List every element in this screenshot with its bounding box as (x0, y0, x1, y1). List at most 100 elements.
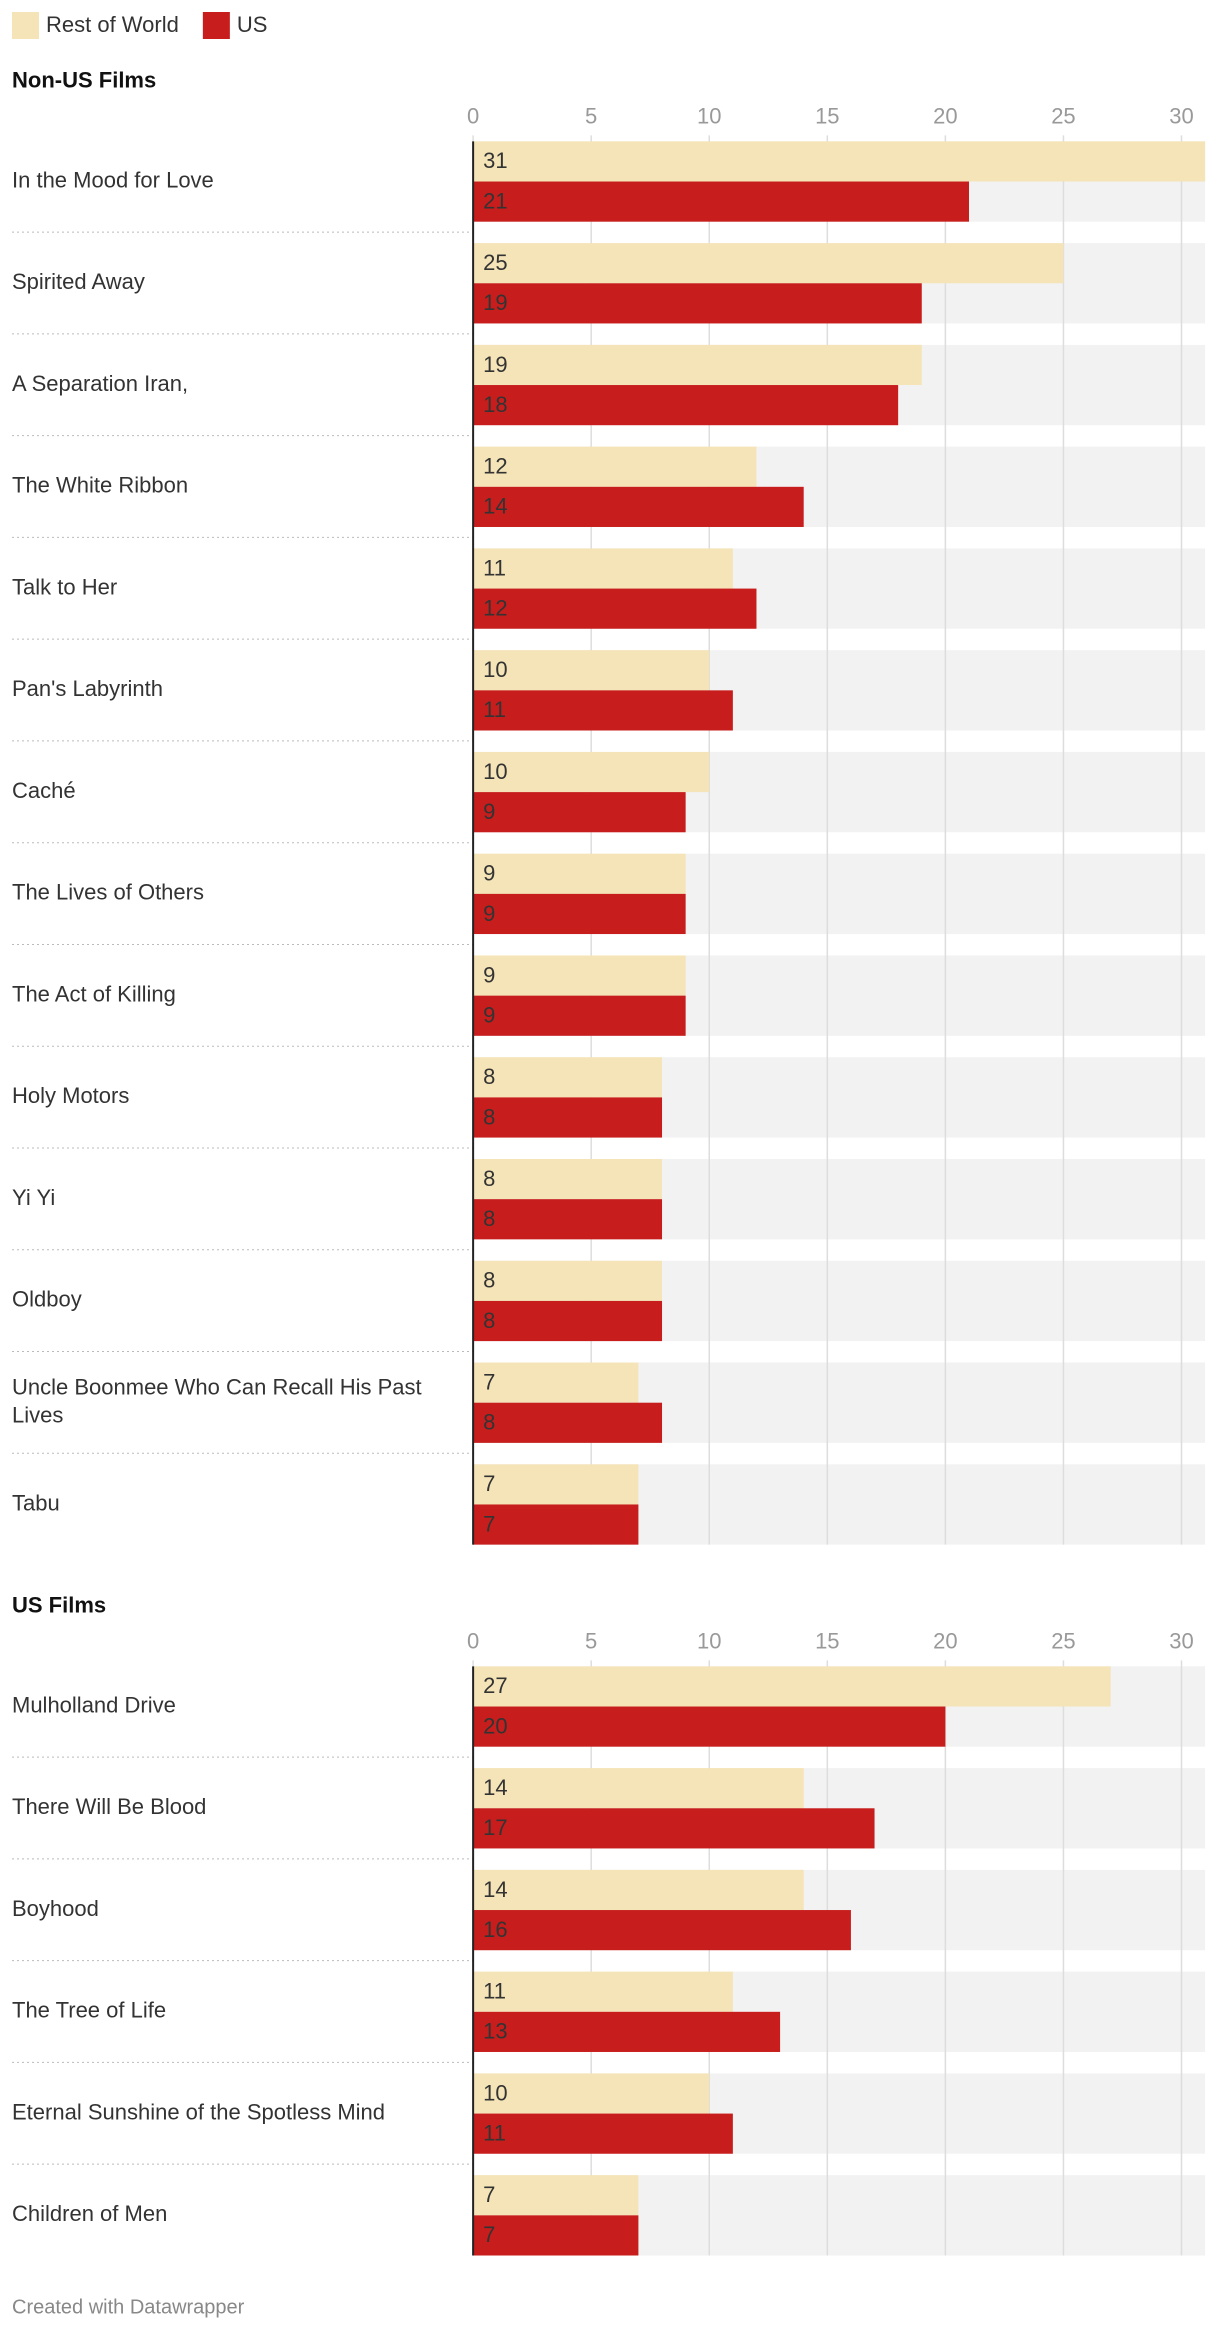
bar (473, 141, 1206, 182)
bar (473, 751, 710, 793)
bar (473, 1910, 851, 1951)
value-label: 9 (483, 962, 495, 987)
bar (473, 792, 686, 833)
legend-swatch (12, 12, 39, 39)
bar (473, 1260, 663, 1301)
bar (473, 1971, 733, 2012)
bar (473, 588, 757, 629)
category-label: Uncle Boonmee Who Can Recall His Past Liv… (12, 1375, 422, 1428)
category-label: Tabu (12, 1490, 60, 1515)
bar (473, 1300, 663, 1342)
panel-title: Non-US Films (12, 68, 156, 93)
category-label: Pan's Labyrinth (12, 676, 163, 701)
value-label: 27 (483, 1673, 507, 1698)
bar (473, 2073, 710, 2114)
category-label: Yi Yi (12, 1185, 55, 1210)
bar (473, 893, 686, 935)
bar (473, 2113, 733, 2154)
value-label: 8 (483, 1410, 495, 1435)
bar (473, 344, 922, 386)
category-label: The Act of Killing (12, 981, 176, 1006)
x-tick-label: 5 (585, 1628, 597, 1653)
category-label: The Lives of Others (12, 880, 204, 905)
category-label: Talk to Her (12, 574, 117, 599)
value-label: 8 (483, 1268, 495, 1293)
value-label: 8 (483, 1308, 495, 1333)
x-tick-label: 30 (1169, 1628, 1193, 1653)
panel-title: US Films (12, 1593, 106, 1618)
category-label: Spirited Away (12, 269, 145, 294)
footer: Created with Datawrapper (12, 2296, 245, 2318)
value-label: 10 (483, 2080, 507, 2105)
value-label: 7 (483, 2222, 495, 2247)
legend-swatch (202, 12, 230, 39)
value-label: 12 (483, 454, 507, 479)
bar (473, 1199, 663, 1240)
category-label: Caché (12, 778, 76, 803)
bar (473, 181, 969, 222)
value-label: 12 (483, 595, 507, 620)
value-label: 20 (483, 1713, 507, 1738)
x-tick-label: 0 (467, 1628, 479, 1653)
x-tick-label: 15 (815, 103, 839, 128)
category-label: Children of Men (12, 2201, 167, 2226)
x-tick-label: 15 (815, 1628, 839, 1653)
legend-label: Rest of World (46, 12, 179, 37)
value-label: 14 (483, 1775, 507, 1800)
bar (473, 1768, 804, 1809)
bar (473, 2215, 639, 2256)
value-label: 21 (483, 188, 507, 213)
bar (473, 650, 710, 691)
x-tick-label: 10 (697, 103, 721, 128)
category-label: Mulholland Drive (12, 1692, 176, 1717)
value-label: 19 (483, 352, 507, 377)
value-label: 7 (483, 1471, 495, 1496)
x-tick-label: 0 (467, 103, 479, 128)
category-label: The White Ribbon (12, 473, 188, 498)
value-label: 8 (483, 1104, 495, 1129)
bar (473, 2011, 781, 2052)
x-tick-label: 25 (1051, 1628, 1075, 1653)
value-label: 11 (483, 555, 506, 580)
value-label: 13 (483, 2019, 507, 2044)
value-label: 11 (483, 2120, 506, 2145)
value-label: 8 (483, 1206, 495, 1231)
category-label: In the Mood for Love (12, 167, 214, 192)
value-label: 25 (483, 250, 507, 275)
value-label: 31 (483, 148, 507, 173)
bar (473, 1402, 663, 1443)
value-label: 7 (483, 2182, 495, 2207)
bar (473, 283, 922, 324)
value-label: 9 (483, 799, 495, 824)
bar (473, 1057, 663, 1098)
value-label: 14 (483, 494, 507, 519)
bar (473, 1666, 1111, 1707)
bar (473, 486, 804, 527)
value-label: 8 (483, 1064, 495, 1089)
bar (473, 548, 733, 589)
bar (473, 1504, 639, 1545)
bar (473, 853, 686, 894)
bar (473, 955, 686, 996)
x-tick-label: 10 (697, 1628, 721, 1653)
value-label: 8 (483, 1166, 495, 1191)
value-label: 11 (483, 1979, 506, 2004)
bar (473, 1159, 663, 1200)
bar (473, 1706, 946, 1747)
bar (473, 1464, 639, 1505)
x-tick-label: 25 (1051, 103, 1075, 128)
value-label: 11 (483, 697, 506, 722)
value-label: 9 (483, 1003, 495, 1028)
value-label: 19 (483, 290, 507, 315)
bar (473, 1808, 875, 1849)
bar (473, 1362, 639, 1403)
category-label: Eternal Sunshine of the Spotless Mind (12, 2099, 385, 2124)
bar (473, 446, 757, 487)
bar (473, 243, 1064, 284)
value-label: 10 (483, 759, 507, 784)
category-label: Holy Motors (12, 1083, 129, 1108)
category-label: Boyhood (12, 1896, 99, 1921)
value-label: 9 (483, 901, 495, 926)
x-tick-label: 20 (933, 103, 957, 128)
